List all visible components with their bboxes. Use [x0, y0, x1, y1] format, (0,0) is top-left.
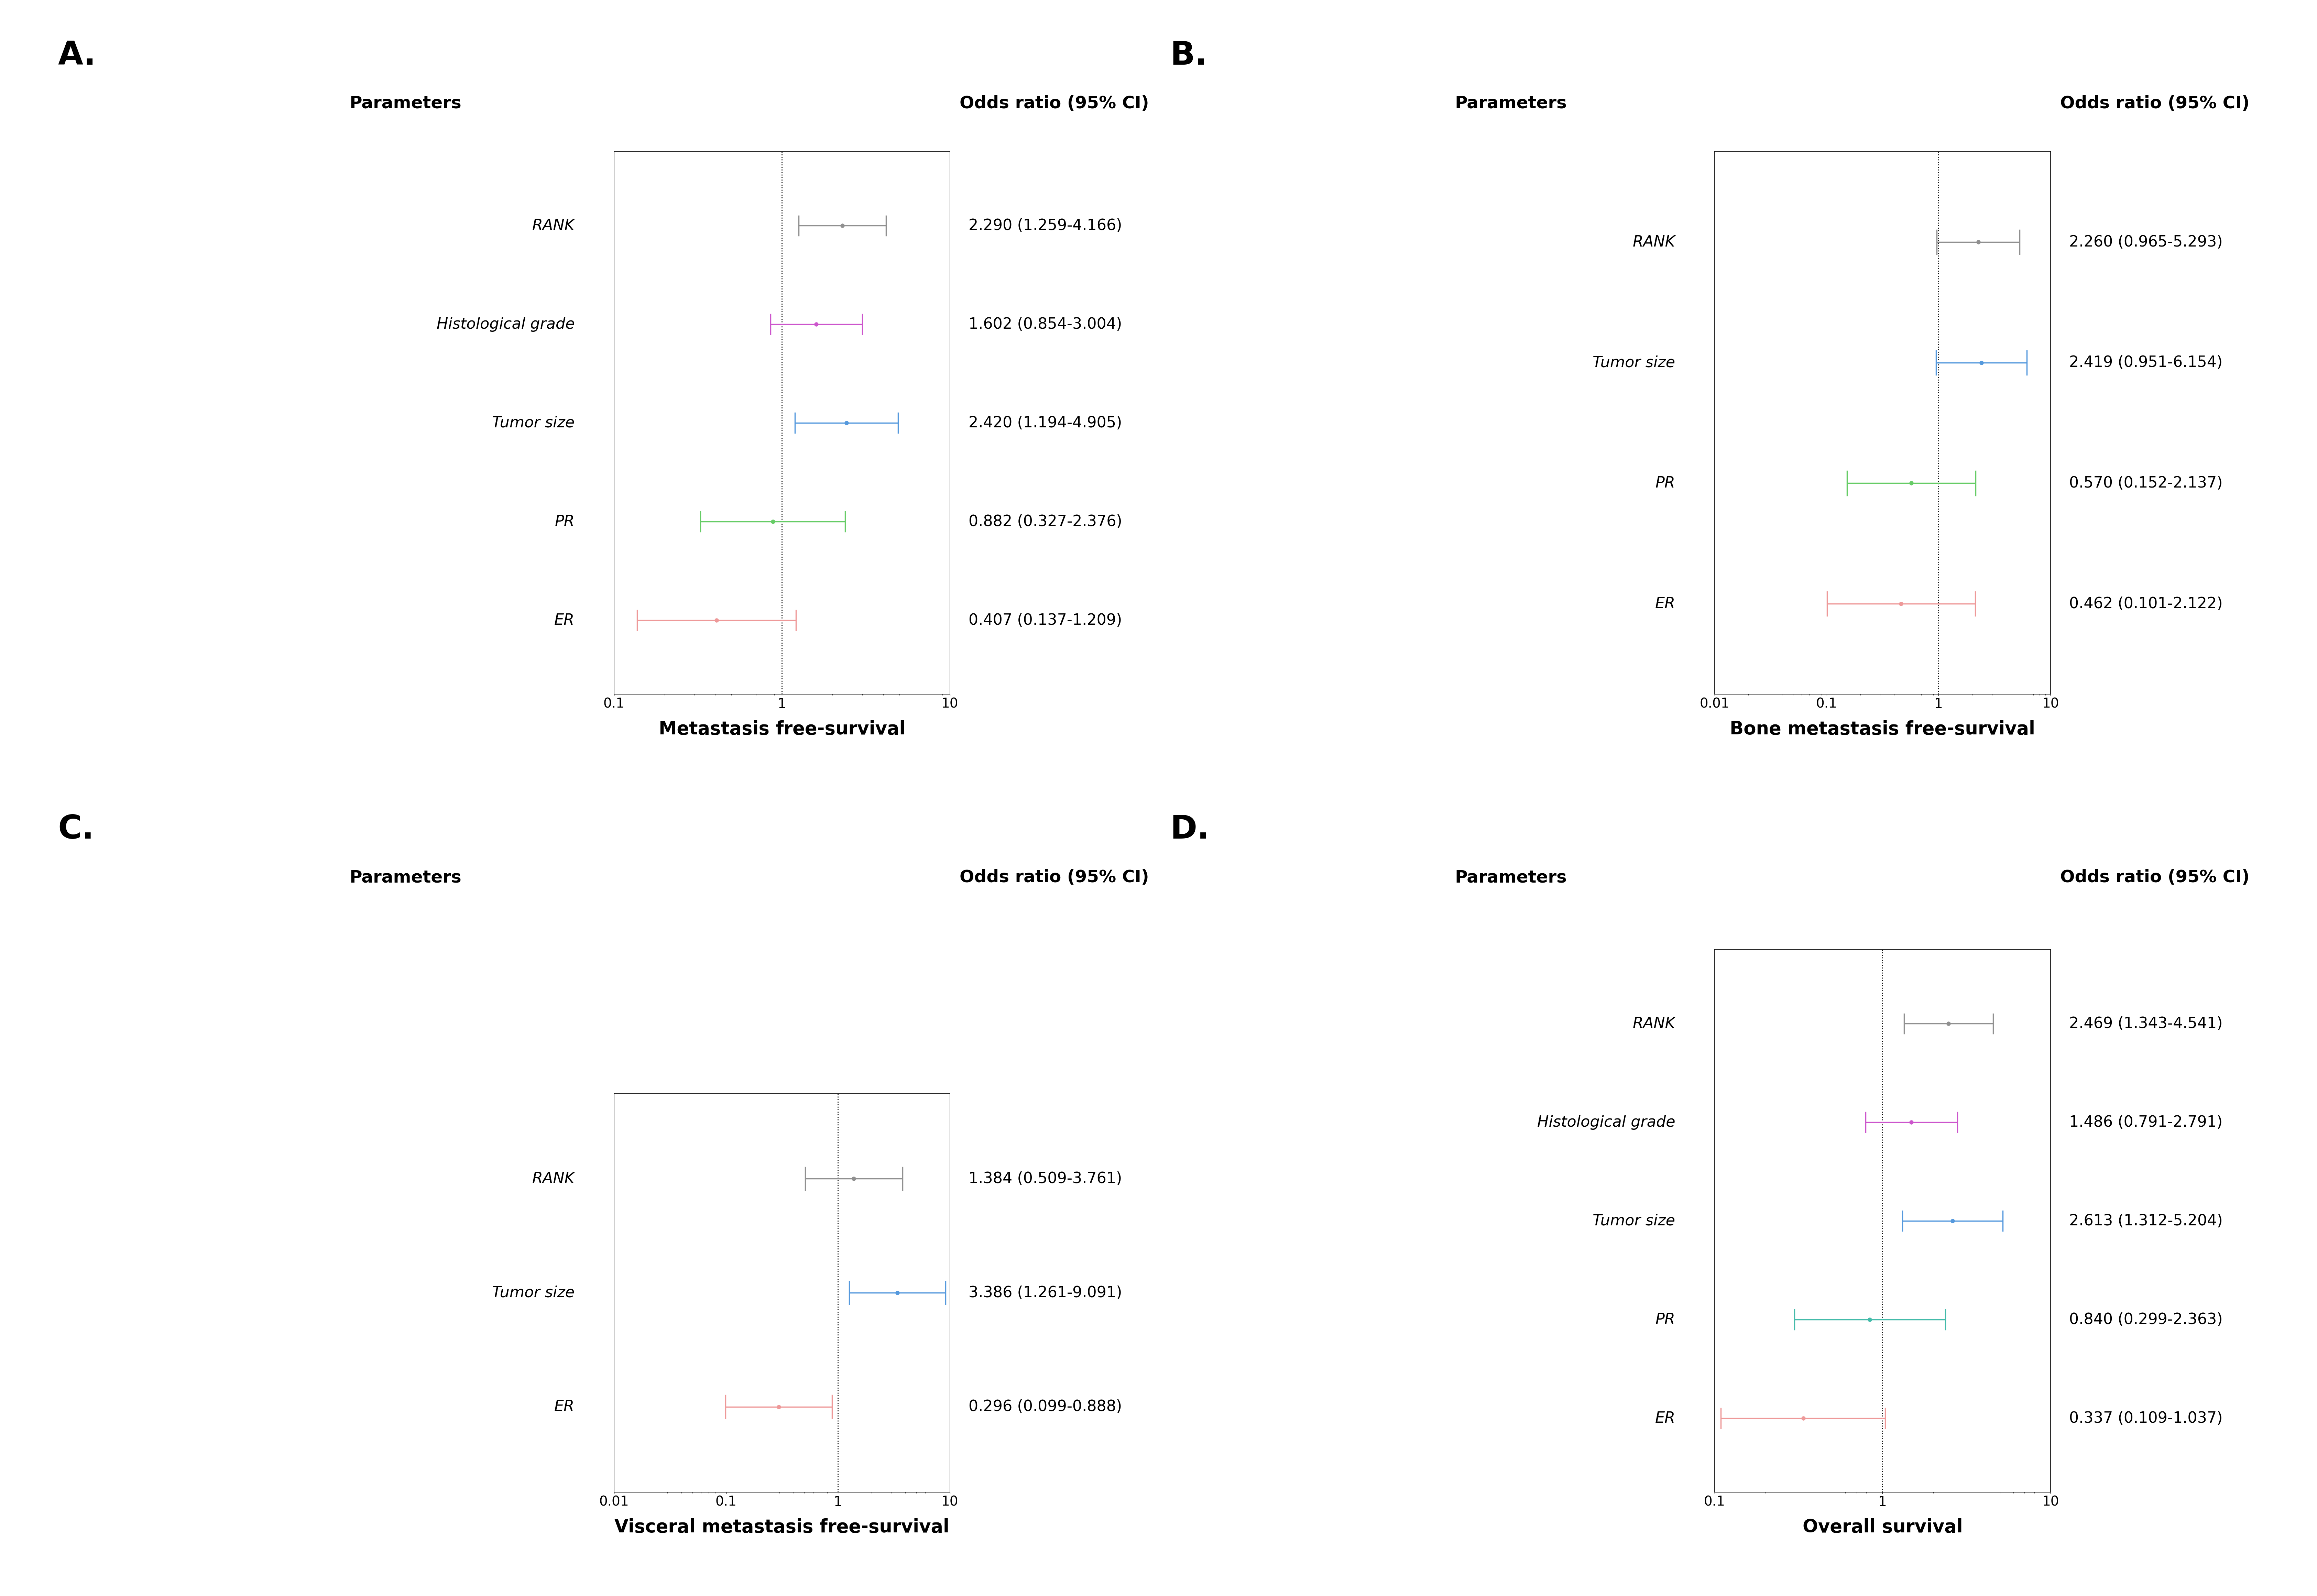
Text: PR: PR — [1654, 1312, 1675, 1326]
Text: Parameters: Parameters — [350, 870, 461, 886]
Text: Parameters: Parameters — [350, 96, 461, 112]
Text: RANK: RANK — [533, 219, 575, 233]
Text: RANK: RANK — [1633, 1017, 1675, 1031]
Text: Parameters: Parameters — [1455, 870, 1566, 886]
Text: Odds ratio (95% CI): Odds ratio (95% CI) — [959, 96, 1149, 112]
Text: 2.469 (1.343-4.541): 2.469 (1.343-4.541) — [2069, 1017, 2222, 1031]
Text: 2.613 (1.312-5.204): 2.613 (1.312-5.204) — [2069, 1213, 2222, 1229]
Text: B.: B. — [1170, 40, 1207, 72]
Text: 0.882 (0.327-2.376): 0.882 (0.327-2.376) — [969, 514, 1121, 528]
Text: 2.260 (0.965-5.293): 2.260 (0.965-5.293) — [2069, 235, 2222, 249]
Text: A.: A. — [58, 40, 95, 72]
Text: Tumor size: Tumor size — [491, 1285, 575, 1301]
Text: D.: D. — [1170, 814, 1209, 846]
Text: Odds ratio (95% CI): Odds ratio (95% CI) — [959, 870, 1149, 886]
Text: ER: ER — [554, 1400, 575, 1414]
Text: 0.337 (0.109-1.037): 0.337 (0.109-1.037) — [2069, 1411, 2222, 1425]
Text: 3.386 (1.261-9.091): 3.386 (1.261-9.091) — [969, 1285, 1121, 1301]
Text: 1.602 (0.854-3.004): 1.602 (0.854-3.004) — [969, 318, 1121, 332]
Text: ER: ER — [554, 613, 575, 627]
Text: Tumor size: Tumor size — [491, 415, 575, 431]
Text: Parameters: Parameters — [1455, 96, 1566, 112]
Text: 2.420 (1.194-4.905): 2.420 (1.194-4.905) — [969, 415, 1121, 431]
Text: 1.384 (0.509-3.761): 1.384 (0.509-3.761) — [969, 1171, 1121, 1186]
Text: Histological grade: Histological grade — [1536, 1116, 1675, 1130]
Text: Odds ratio (95% CI): Odds ratio (95% CI) — [2060, 870, 2250, 886]
Text: PR: PR — [1654, 476, 1675, 490]
X-axis label: Metastasis free-survival: Metastasis free-survival — [658, 720, 906, 737]
Text: ER: ER — [1654, 597, 1675, 611]
Text: 0.462 (0.101-2.122): 0.462 (0.101-2.122) — [2069, 597, 2222, 611]
X-axis label: Visceral metastasis free-survival: Visceral metastasis free-survival — [614, 1518, 950, 1535]
X-axis label: Overall survival: Overall survival — [1803, 1518, 1962, 1535]
Text: RANK: RANK — [533, 1171, 575, 1186]
Text: PR: PR — [554, 514, 575, 528]
Text: C.: C. — [58, 814, 95, 846]
Text: 2.419 (0.951-6.154): 2.419 (0.951-6.154) — [2069, 356, 2222, 370]
Text: Odds ratio (95% CI): Odds ratio (95% CI) — [2060, 96, 2250, 112]
X-axis label: Bone metastasis free-survival: Bone metastasis free-survival — [1731, 720, 2034, 737]
Text: 0.407 (0.137-1.209): 0.407 (0.137-1.209) — [969, 613, 1121, 627]
Text: 0.296 (0.099-0.888): 0.296 (0.099-0.888) — [969, 1400, 1121, 1414]
Text: 2.290 (1.259-4.166): 2.290 (1.259-4.166) — [969, 219, 1121, 233]
Text: ER: ER — [1654, 1411, 1675, 1425]
Text: Tumor size: Tumor size — [1592, 356, 1675, 370]
Text: 1.486 (0.791-2.791): 1.486 (0.791-2.791) — [2069, 1116, 2222, 1130]
Text: Tumor size: Tumor size — [1592, 1213, 1675, 1229]
Text: RANK: RANK — [1633, 235, 1675, 249]
Text: 0.840 (0.299-2.363): 0.840 (0.299-2.363) — [2069, 1312, 2222, 1326]
Text: Histological grade: Histological grade — [436, 318, 575, 332]
Text: 0.570 (0.152-2.137): 0.570 (0.152-2.137) — [2069, 476, 2222, 490]
